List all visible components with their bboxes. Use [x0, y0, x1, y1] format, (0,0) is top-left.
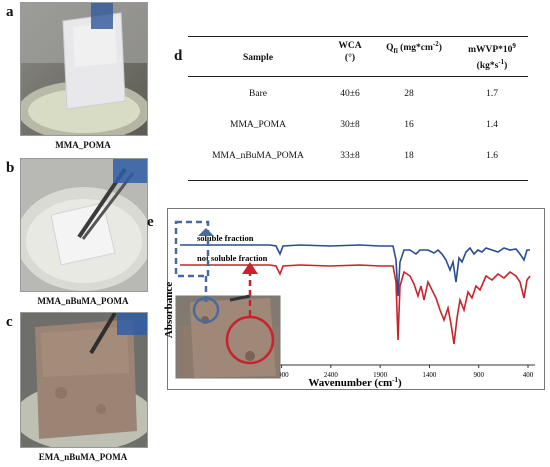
caption-mma-nbuma-poma: MMA_nBuMA_POMA: [37, 296, 129, 306]
x-tick-label-900: 900: [473, 371, 484, 379]
x-axis-label-sup: -1: [392, 376, 398, 384]
x-tick-label-400: 400: [523, 371, 534, 379]
caption-ema-nbuma-poma: EMA_nBuMA_POMA: [38, 452, 128, 462]
legend-not-soluble: not soluble fraction: [197, 253, 268, 263]
spectrum-frame: [167, 208, 545, 390]
soluble-annotation-arrowhead: [198, 228, 214, 236]
x-tick-label-2400: 2400: [324, 371, 339, 379]
header-qfi-sub: fi: [393, 47, 398, 56]
row-3-wca: 33±8: [340, 151, 360, 161]
row-3-mwvp: 1.6: [486, 151, 498, 161]
header-qfi-unit: (mg*cm: [397, 43, 433, 54]
row-3-qfi: 18: [404, 151, 414, 161]
header-wca: WCA (°): [322, 40, 378, 64]
not-soluble-annotation: [225, 262, 275, 365]
header-mwvp: mWVP*109 (kg*s-1): [454, 40, 530, 72]
not-soluble-annotation-arrowhead: [242, 262, 258, 274]
row-3-sample: MMA_nBuMA_POMA: [212, 151, 304, 161]
panel-letter-e: e: [147, 214, 154, 230]
panel-letter-b: b: [6, 160, 15, 176]
header-qfi-close: ): [438, 43, 442, 54]
photo-mma-poma: [20, 2, 148, 136]
table-top-rule: [188, 36, 528, 37]
header-qfi-q: Q: [386, 43, 394, 54]
panel-letter-d: d: [174, 48, 183, 64]
x-tick-label-1400: 1400: [422, 371, 437, 379]
header-sample: Sample: [242, 53, 274, 63]
soluble-region-circle: [192, 296, 220, 324]
caption-mma-poma: MMA_POMA: [55, 140, 111, 150]
row-2-sample: MMA_POMA: [230, 120, 286, 130]
header-qfi-sup: -2: [432, 40, 439, 48]
not-soluble-region-circle: [225, 315, 275, 365]
panel-letter-a: a: [6, 4, 14, 20]
row-1-mwvp: 1.7: [486, 89, 498, 99]
header-mwvp-unit-close: ): [504, 61, 508, 72]
series-soluble-line: [180, 244, 530, 297]
header-mwvp-unit: (kg*s: [476, 61, 499, 72]
x-tick-label-2900: 2900: [275, 371, 290, 379]
row-1-sample: Bare: [249, 89, 267, 99]
photo-mma-nbuma-poma: [20, 158, 148, 292]
soluble-annotation-box: [174, 220, 210, 278]
row-2-qfi: 16: [404, 120, 414, 130]
legend-soluble: soluble fraction: [197, 233, 254, 243]
header-mwvp-sup: 9: [512, 42, 516, 50]
header-wca-unit: (°): [344, 53, 356, 63]
row-1-wca: 40±6: [340, 89, 360, 99]
x-tick-label-1900: 1900: [373, 371, 388, 379]
series-not-soluble-line: [180, 264, 531, 345]
row-2-mwvp: 1.4: [486, 120, 498, 130]
header-mwvp-unit-sup: -1: [498, 58, 505, 67]
table-header-rule: [188, 76, 528, 77]
soluble-annotation: [174, 220, 220, 324]
photo-ema-nbuma-poma: [20, 312, 148, 448]
properties-table: Sample WCA (°) Qfi (mg*cm-2) mWVP*109 (k…: [188, 36, 528, 186]
header-qfi: Qfi (mg*cm-2): [368, 40, 460, 55]
panel-letter-c: c: [6, 314, 13, 330]
header-mwvp-label: mWVP*10: [468, 45, 513, 56]
x-axis-label-close: ): [398, 377, 402, 389]
x-axis-label: Wavenumber (cm-1): [308, 376, 402, 389]
header-wca-label: WCA: [338, 41, 362, 51]
row-2-wca: 30±8: [340, 120, 360, 130]
y-axis-label: Absorbance: [163, 282, 175, 338]
row-1-qfi: 28: [404, 89, 414, 99]
table-bottom-rule: [188, 180, 528, 181]
x-axis-label-main: Wavenumber (cm: [308, 377, 392, 389]
